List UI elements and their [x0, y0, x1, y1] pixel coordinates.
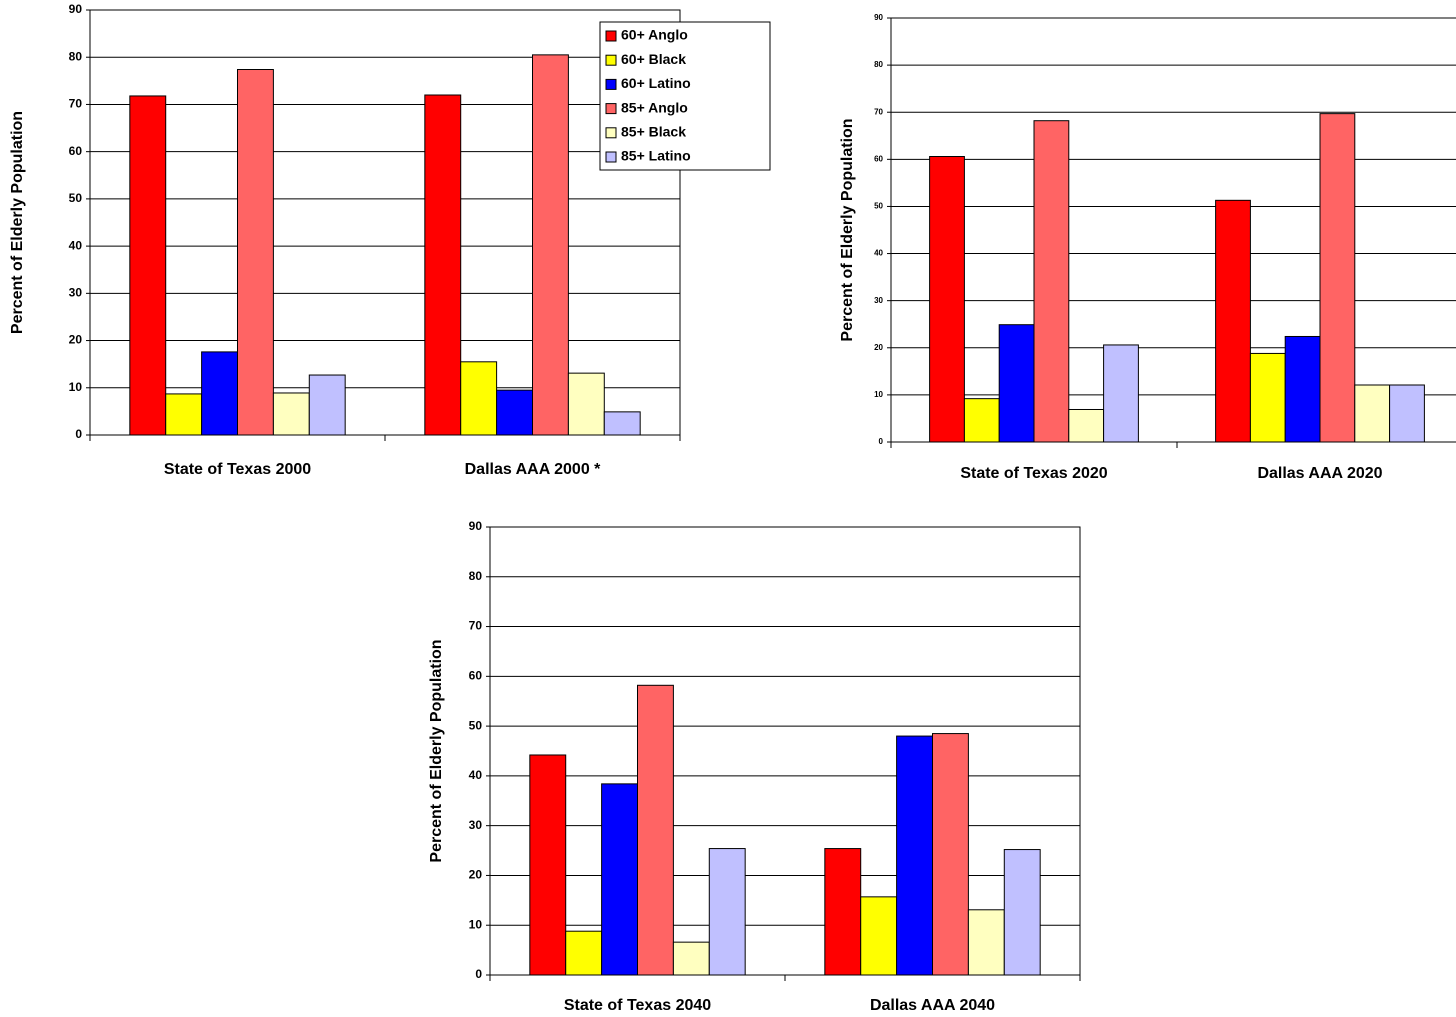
bar [932, 733, 969, 976]
legend-label: 60+ Latino [621, 75, 691, 91]
legend-swatch [605, 151, 617, 163]
y-tick-label: 40 [69, 238, 83, 252]
y-tick-label: 30 [874, 296, 883, 305]
y-tick-label: 40 [469, 768, 483, 782]
legend-label: 85+ Anglo [621, 99, 688, 115]
legend-box [599, 21, 771, 171]
bar [1033, 120, 1070, 443]
bar [201, 351, 239, 436]
bar [129, 95, 167, 436]
y-tick-label: 0 [475, 967, 482, 981]
y-tick-label: 80 [69, 49, 83, 63]
y-tick-label: 20 [69, 333, 83, 347]
bar [967, 909, 1005, 976]
y-tick-label: 30 [469, 818, 483, 832]
bar [1354, 384, 1391, 443]
y-tick-label: 0 [75, 427, 82, 441]
plot-frame [89, 9, 681, 436]
plot-frame [890, 17, 1456, 443]
bar [601, 783, 639, 976]
y-tick-label: 60 [69, 144, 83, 158]
legend-label: 60+ Black [621, 51, 686, 67]
bar [637, 684, 674, 976]
bar [1284, 335, 1321, 443]
bar [929, 156, 965, 443]
bar [496, 389, 534, 436]
bar [565, 930, 603, 976]
bar [896, 735, 934, 976]
y-axis-label: Percent of Elderly Population [839, 118, 856, 341]
bar [603, 411, 641, 436]
y-tick-label: 20 [874, 343, 883, 352]
bar [824, 848, 862, 976]
y-tick-label: 50 [469, 718, 483, 732]
x-tick-label: State of Texas 2040 [564, 997, 711, 1014]
bar [1003, 849, 1041, 976]
x-tick-label: State of Texas 2020 [960, 465, 1107, 482]
y-tick-label: 10 [69, 380, 83, 394]
y-tick-label: 70 [469, 619, 483, 633]
y-tick-label: 80 [469, 569, 483, 583]
y-axis-label: Percent of Elderly Population [9, 111, 26, 334]
y-tick-label: 50 [874, 202, 883, 211]
legend-swatch [605, 78, 617, 90]
bar [1319, 113, 1356, 443]
bar [529, 754, 567, 976]
legend-label: 60+ Anglo [621, 27, 688, 43]
bar [672, 941, 710, 976]
bar [1249, 352, 1286, 443]
bar [532, 54, 569, 436]
y-tick-label: 50 [69, 191, 83, 205]
bar [1103, 344, 1139, 443]
legend-label: 85+ Black [621, 124, 686, 140]
bar [1068, 408, 1105, 443]
bar [567, 372, 605, 436]
bar [998, 324, 1035, 443]
bar [272, 392, 310, 436]
bar [460, 361, 498, 436]
legend-swatch [605, 54, 617, 66]
x-tick-label: Dallas AAA 2040 [870, 997, 995, 1014]
y-tick-label: 80 [874, 60, 883, 69]
bar [424, 94, 462, 436]
bar [1215, 199, 1251, 443]
bar [963, 398, 1000, 443]
y-tick-label: 0 [879, 437, 884, 446]
y-tick-label: 90 [69, 2, 83, 16]
y-tick-label: 70 [874, 107, 883, 116]
plot-frame [489, 526, 1081, 976]
bar [860, 896, 898, 976]
x-tick-label: State of Texas 2000 [164, 461, 311, 478]
x-tick-label: Dallas AAA 2020 [1257, 465, 1382, 482]
y-tick-label: 90 [469, 519, 483, 533]
y-tick-label: 70 [69, 97, 83, 111]
x-tick-label: Dallas AAA 2000 * [465, 461, 602, 478]
bar [237, 69, 274, 436]
bar [1389, 384, 1425, 443]
y-tick-label: 60 [469, 669, 483, 683]
y-tick-label: 10 [469, 917, 483, 931]
bar [165, 393, 203, 436]
bar [308, 374, 346, 436]
legend-swatch [605, 30, 617, 42]
y-axis-label: Percent of Elderly Population [428, 639, 445, 862]
legend-swatch [605, 127, 617, 139]
y-tick-label: 30 [69, 286, 83, 300]
y-tick-label: 10 [874, 390, 883, 399]
legend-label: 85+ Latino [621, 148, 691, 164]
bar [708, 848, 746, 976]
legend-swatch [605, 103, 617, 115]
y-tick-label: 60 [874, 154, 883, 163]
y-tick-label: 90 [874, 13, 883, 22]
y-tick-label: 20 [469, 868, 483, 882]
y-tick-label: 40 [874, 249, 883, 258]
